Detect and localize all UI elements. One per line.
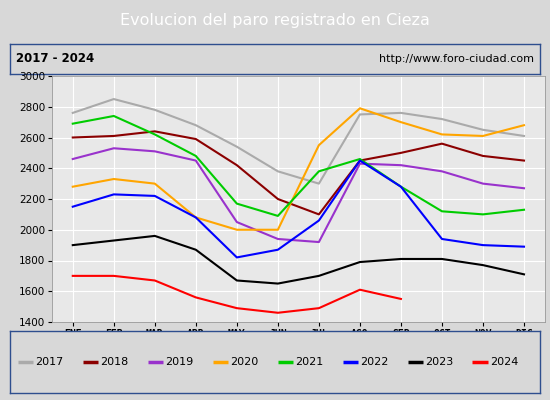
Text: 2018: 2018 — [100, 357, 129, 367]
Text: 2020: 2020 — [230, 357, 258, 367]
Text: Evolucion del paro registrado en Cieza: Evolucion del paro registrado en Cieza — [120, 14, 430, 28]
Text: 2021: 2021 — [295, 357, 323, 367]
Text: 2023: 2023 — [425, 357, 453, 367]
Text: 2017 - 2024: 2017 - 2024 — [16, 52, 95, 66]
Text: 2024: 2024 — [490, 357, 518, 367]
Text: http://www.foro-ciudad.com: http://www.foro-ciudad.com — [379, 54, 534, 64]
Text: 2019: 2019 — [165, 357, 194, 367]
Text: 2022: 2022 — [360, 357, 388, 367]
Text: 2017: 2017 — [35, 357, 64, 367]
